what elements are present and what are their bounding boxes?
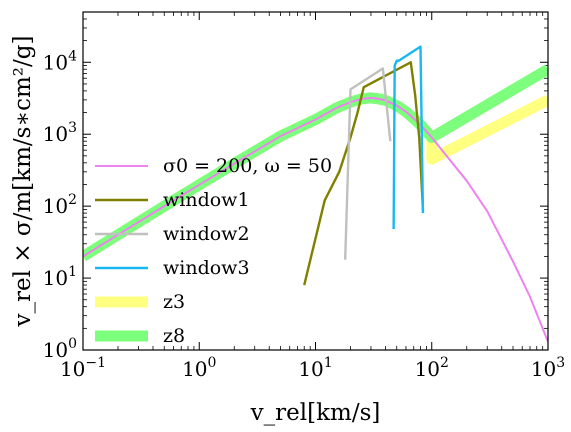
y-axis-label: v_rel × σ/m[km/s∗cm²/g] bbox=[10, 36, 36, 328]
legend-label: window1 bbox=[163, 189, 250, 211]
plot-frame bbox=[82, 11, 549, 351]
legend-label: window3 bbox=[163, 257, 250, 279]
y-tick-label: 101 bbox=[43, 264, 77, 290]
y-tick-label: 103 bbox=[43, 120, 77, 146]
y-tick-label: 100 bbox=[43, 336, 77, 362]
series-line-window1 bbox=[303, 61, 425, 286]
series-layer bbox=[83, 45, 548, 343]
y-tick-label: 104 bbox=[43, 48, 77, 74]
legend: σ0 = 200, ω = 50 window1 window2 window3 z3 z… bbox=[95, 155, 332, 347]
x-axis-label: v_rel[km/s] bbox=[250, 400, 381, 426]
legend-label: window2 bbox=[163, 223, 250, 245]
legend-label: σ0 = 200, ω = 50 bbox=[163, 155, 332, 177]
y-tick-label: 102 bbox=[43, 192, 77, 218]
x-tick-label: 102 bbox=[415, 355, 449, 381]
x-tick-label: 100 bbox=[182, 355, 216, 381]
series-line-window3 bbox=[392, 45, 425, 230]
legend-label: z3 bbox=[163, 291, 185, 313]
series-line-window2 bbox=[343, 67, 392, 260]
x-tick-label: 101 bbox=[298, 355, 332, 381]
series-line-0-200-50 bbox=[83, 96, 548, 343]
x-tick-label: 10−1 bbox=[60, 355, 106, 381]
x-tick-label: 103 bbox=[531, 355, 565, 381]
legend-label: z8 bbox=[163, 325, 185, 347]
